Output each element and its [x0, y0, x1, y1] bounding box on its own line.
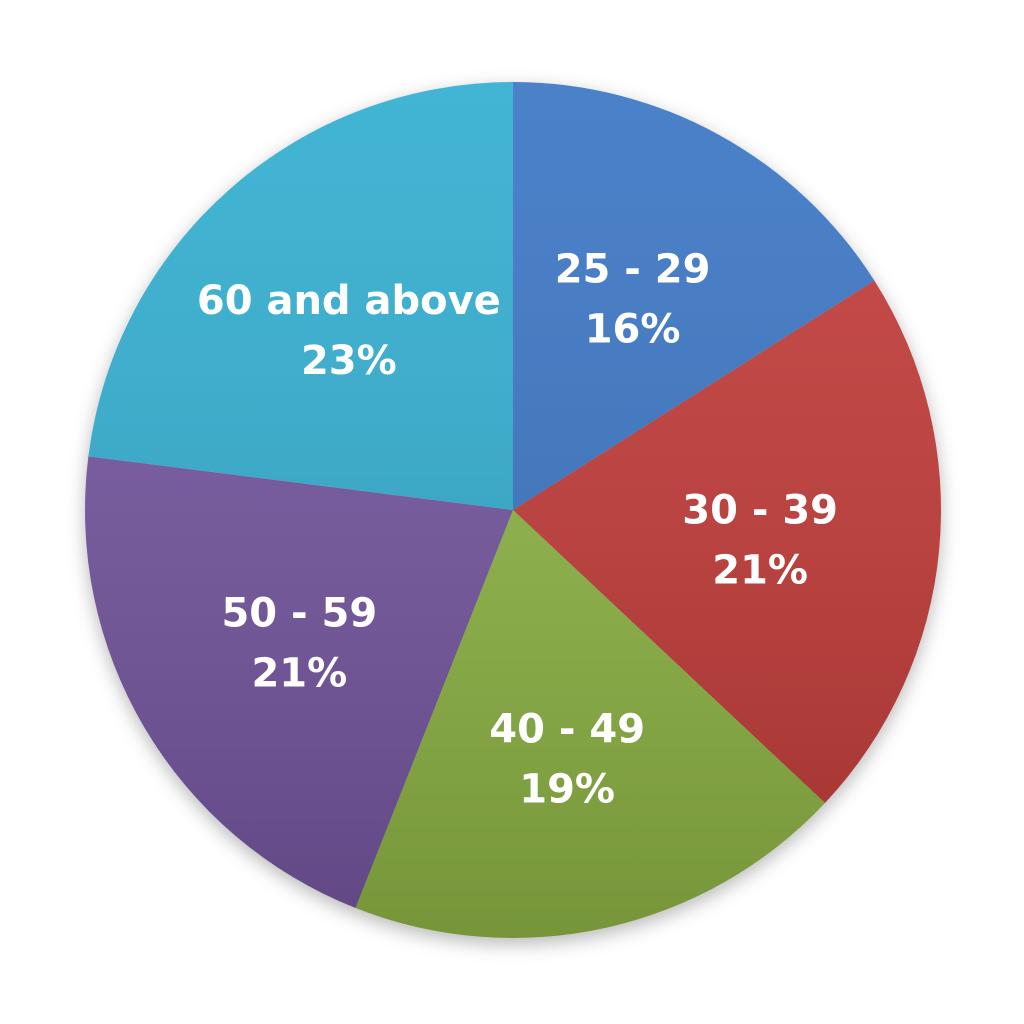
slice-value-label: 16%	[585, 306, 681, 352]
slice-category-label: 50 - 59	[221, 590, 377, 636]
slice-value-label: 21%	[712, 547, 808, 593]
slice-labels: 25 - 29 16% 30 - 39 21% 40 - 49 19% 50 - 59 21%…	[197, 246, 838, 812]
slice-category-label: 60 and above	[197, 278, 501, 324]
slice-category-label: 30 - 39	[682, 487, 838, 533]
slice-label-1: 25 - 29 16%	[555, 246, 711, 352]
slice-category-label: 25 - 29	[555, 246, 711, 292]
slice-value-label: 19%	[519, 766, 615, 812]
slice-label-5: 60 and above 23%	[197, 278, 501, 384]
slice-value-label: 21%	[251, 650, 347, 696]
slice-label-2: 30 - 39 21%	[682, 487, 838, 593]
slice-value-label: 23%	[301, 338, 397, 384]
slice-label-3: 40 - 49 19%	[489, 706, 645, 812]
slice-label-4: 50 - 59 21%	[221, 590, 377, 696]
slice-category-label: 40 - 49	[489, 706, 645, 752]
